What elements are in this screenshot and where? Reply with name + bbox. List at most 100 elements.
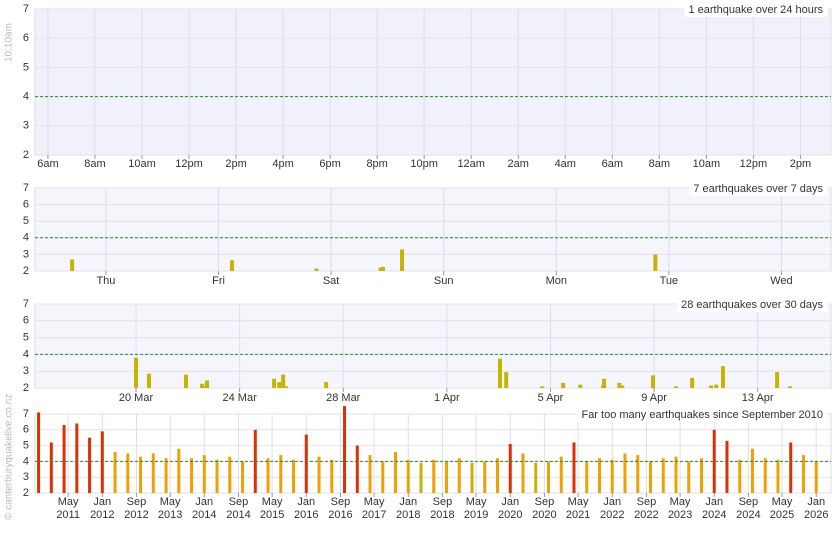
bar xyxy=(483,461,487,493)
y-tick-label: 3 xyxy=(23,248,29,260)
chart-title: 7 earthquakes over 7 days xyxy=(693,183,823,195)
x-tick-label: 2pm xyxy=(790,158,811,170)
bar xyxy=(699,458,703,493)
x-tick-label: Jan xyxy=(93,496,111,508)
x-tick-label: 12am xyxy=(457,158,485,170)
y-tick-label: 2 xyxy=(23,265,29,277)
x-tick-label: Jan xyxy=(603,496,621,508)
x-tick-label: Sun xyxy=(434,275,454,287)
credit: © canterburyquakelive.co.nz xyxy=(4,394,15,520)
bar xyxy=(750,448,754,493)
x-tick-label: 8pm xyxy=(366,158,387,170)
bar xyxy=(419,462,423,493)
bar xyxy=(585,461,589,493)
bar xyxy=(801,455,805,493)
y-tick-label: 4 xyxy=(23,348,29,360)
x-tick-label: Sep xyxy=(127,496,147,508)
bar xyxy=(146,373,151,388)
y-tick-label: 2 xyxy=(23,382,29,394)
y-tick-label: 7 xyxy=(23,182,29,194)
x-tick-label: 1 Apr xyxy=(434,392,460,404)
bar xyxy=(540,386,545,388)
y-tick-label: 6 xyxy=(23,199,29,211)
chart-title: 1 earthquake over 24 hours xyxy=(688,4,823,16)
plot-area xyxy=(34,8,832,156)
bar xyxy=(272,378,277,388)
bar xyxy=(304,434,308,493)
bar xyxy=(673,386,678,388)
y-tick-label: 5 xyxy=(23,215,29,227)
bar xyxy=(314,268,319,271)
bar xyxy=(561,382,566,388)
bar xyxy=(534,462,538,493)
bar xyxy=(776,459,780,493)
bar xyxy=(139,456,143,493)
bar xyxy=(578,384,583,388)
x-tick-label: May xyxy=(58,496,79,508)
x-tick-label: 2014 xyxy=(192,509,216,521)
y-tick-label: 3 xyxy=(23,120,29,132)
bar xyxy=(75,423,79,493)
x-tick-label: 2024 xyxy=(736,509,760,521)
y-tick-label: 3 xyxy=(23,471,29,483)
x-tick-label: 2021 xyxy=(566,509,590,521)
bar xyxy=(610,459,614,493)
x-tick-label: 8am xyxy=(649,158,670,170)
bar xyxy=(381,461,385,493)
bar xyxy=(521,453,525,493)
x-tick-label: Sep xyxy=(229,496,249,508)
x-tick-label: 2016 xyxy=(328,509,352,521)
bar xyxy=(725,440,729,493)
bar xyxy=(228,456,232,493)
bar xyxy=(49,442,53,493)
bar xyxy=(200,383,205,388)
bar xyxy=(709,385,714,388)
bar xyxy=(788,386,793,388)
x-tick-label: 24 Mar xyxy=(223,392,258,404)
bar xyxy=(508,444,512,493)
x-tick-label: 28 Mar xyxy=(326,392,361,404)
bar xyxy=(602,378,607,388)
x-tick-label: 2026 xyxy=(804,509,828,521)
bar xyxy=(720,366,725,388)
bar xyxy=(572,442,576,493)
x-tick-label: 5 Apr xyxy=(538,392,564,404)
bar xyxy=(62,425,66,493)
x-tick-label: May xyxy=(466,496,487,508)
bar xyxy=(113,451,117,493)
bar xyxy=(617,382,622,388)
x-tick-label: May xyxy=(160,496,181,508)
bar xyxy=(504,372,509,388)
x-tick-label: Jan xyxy=(399,496,417,508)
x-tick-label: 2018 xyxy=(430,509,454,521)
x-tick-label: 13 Apr xyxy=(742,392,774,404)
time: 10:10am xyxy=(4,23,15,62)
title-bg xyxy=(684,2,828,17)
bar xyxy=(204,380,209,388)
bar xyxy=(37,412,41,493)
y-tick-label: 4 xyxy=(23,91,29,103)
y-tick-label: 6 xyxy=(23,32,29,44)
x-tick-label: Sep xyxy=(739,496,759,508)
x-tick-label: 2022 xyxy=(600,509,624,521)
x-tick-label: 2pm xyxy=(225,158,246,170)
y-tick-label: 5 xyxy=(23,61,29,73)
bar xyxy=(559,456,563,493)
bar xyxy=(292,459,296,493)
y-tick-label: 4 xyxy=(23,232,29,244)
bar xyxy=(623,453,627,493)
plot-area xyxy=(34,303,832,389)
bar xyxy=(636,455,640,493)
bar xyxy=(470,462,474,493)
bar xyxy=(406,459,410,493)
x-tick-label: 2019 xyxy=(464,509,488,521)
y-tick-label: 5 xyxy=(23,332,29,344)
bar xyxy=(368,455,372,493)
x-tick-label: 6am xyxy=(602,158,623,170)
bar xyxy=(277,382,282,388)
y-tick-label: 3 xyxy=(23,365,29,377)
chart-title: 28 earthquakes over 30 days xyxy=(681,299,823,311)
bar xyxy=(445,461,449,493)
